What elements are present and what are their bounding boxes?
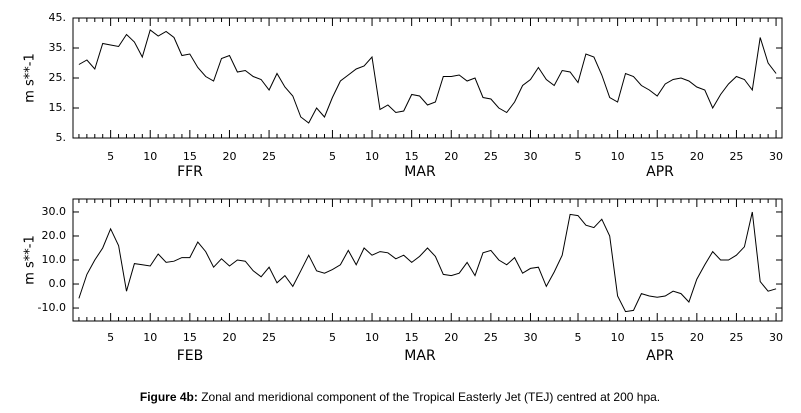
y-tick-label: 25. bbox=[49, 71, 67, 84]
x-tick-label: 15 bbox=[405, 331, 419, 344]
y-tick-label: 20.0 bbox=[42, 229, 67, 242]
x-tick-label: 25 bbox=[484, 331, 498, 344]
x-tick-label: 10 bbox=[365, 331, 379, 344]
x-tick-label: 20 bbox=[690, 331, 704, 344]
month-label: FFR bbox=[177, 164, 203, 180]
x-tick-label: 30 bbox=[769, 331, 783, 344]
x-tick-label: 25 bbox=[729, 331, 743, 344]
month-label: APR bbox=[646, 348, 674, 364]
month-label: FEB bbox=[177, 348, 204, 364]
plot-frame bbox=[72, 198, 783, 322]
data-line bbox=[78, 29, 777, 124]
x-tick-label: 5 bbox=[575, 150, 582, 163]
x-tick-label: 30 bbox=[769, 150, 783, 163]
caption-text: Zonal and meridional component of the Tr… bbox=[198, 390, 660, 404]
x-tick-label: 15 bbox=[650, 150, 664, 163]
y-tick-label: 15. bbox=[49, 101, 67, 114]
y-tick-label: 0.0 bbox=[49, 277, 67, 290]
x-tick-label: 5 bbox=[107, 331, 114, 344]
x-tick-label: 20 bbox=[444, 331, 458, 344]
x-tick-label: 20 bbox=[222, 150, 236, 163]
x-tick-label: 5 bbox=[575, 331, 582, 344]
x-tick-label: 25 bbox=[729, 150, 743, 163]
y-tick-label: 10.0 bbox=[42, 253, 67, 266]
y-axis-label: m s**-1 bbox=[23, 235, 38, 285]
x-tick-label: 15 bbox=[183, 150, 197, 163]
x-tick-label: 5 bbox=[329, 331, 336, 344]
x-tick-label: 30 bbox=[523, 150, 537, 163]
y-tick-label: 35. bbox=[49, 41, 67, 54]
x-tick-label: 15 bbox=[183, 331, 197, 344]
plot-frame bbox=[72, 17, 783, 139]
x-tick-label: 25 bbox=[262, 150, 276, 163]
x-tick-label: 10 bbox=[143, 331, 157, 344]
data-line bbox=[78, 211, 777, 313]
y-tick-label: 45. bbox=[49, 11, 67, 24]
caption: Figure 4b: Zonal and meridional componen… bbox=[140, 390, 660, 404]
x-tick-label: 25 bbox=[484, 150, 498, 163]
month-label: MAR bbox=[404, 164, 436, 180]
x-tick-label: 25 bbox=[262, 331, 276, 344]
x-tick-label: 15 bbox=[405, 150, 419, 163]
x-tick-label: 30 bbox=[523, 331, 537, 344]
y-tick-label: -10.0 bbox=[38, 301, 66, 314]
month-label: MAR bbox=[404, 348, 436, 364]
y-tick-label: 30.0 bbox=[42, 205, 67, 218]
x-tick-label: 10 bbox=[611, 150, 625, 163]
x-tick-label: 5 bbox=[107, 150, 114, 163]
x-tick-label: 10 bbox=[143, 150, 157, 163]
x-tick-label: 10 bbox=[611, 331, 625, 344]
y-tick-label: 5. bbox=[56, 131, 67, 144]
x-tick-label: 20 bbox=[222, 331, 236, 344]
x-tick-label: 5 bbox=[329, 150, 336, 163]
caption-bold: Figure 4b: bbox=[140, 390, 198, 404]
x-tick-label: 20 bbox=[444, 150, 458, 163]
x-tick-label: 15 bbox=[650, 331, 664, 344]
month-label: APR bbox=[646, 164, 674, 180]
y-axis-label: m s**-1 bbox=[23, 53, 38, 103]
x-tick-label: 20 bbox=[690, 150, 704, 163]
x-tick-label: 10 bbox=[365, 150, 379, 163]
